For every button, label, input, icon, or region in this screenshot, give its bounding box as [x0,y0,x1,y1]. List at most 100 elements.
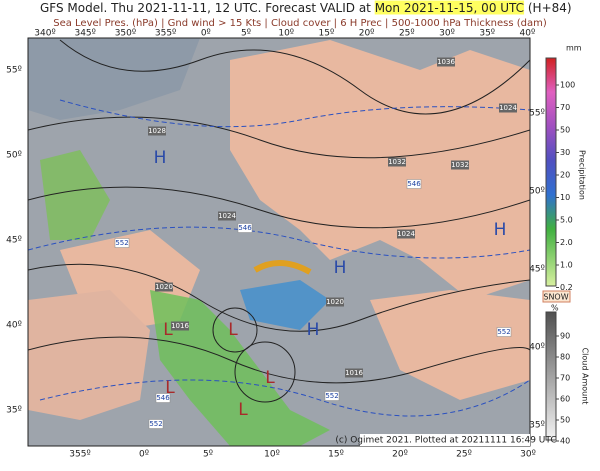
thickness-label-box [155,393,171,403]
credit: (c) Ogimet 2021. Plotted at 20211111 16:… [335,436,556,446]
snow-label: SNOW [543,293,568,302]
left-latitude: 45º [6,236,22,246]
title-valid: Mon 2021-11-15, 00 UTC [375,1,524,15]
precip-tick-label: 20 [560,171,570,180]
isobar-label: 1016 [171,322,189,330]
precip-tick-label: 5.0 [560,216,573,225]
top-longitude: 40º [520,29,536,39]
precip-title: Precipitation [578,150,587,200]
cloud-tick-label: 60 [560,395,570,404]
right-latitude: 50º [529,187,545,197]
snow-box [542,290,571,303]
cloud-tick-label: 80 [560,353,570,362]
isobar-label-box [388,157,406,167]
low-pressure: L [228,320,238,340]
cloud-tick-label: 90 [560,332,570,341]
thickness-label-box [148,419,164,429]
isobar-label-box [437,57,455,67]
thickness-label: 552 [325,392,338,400]
precip-tick-label: 50 [560,126,570,135]
isobar-label: 1032 [451,161,469,169]
thickness-label-box [406,179,422,189]
isobar-label-box [345,368,363,378]
isobar-label: 1024 [218,212,236,220]
top-longitude: 350º [115,29,136,39]
bottom-longitude: 25º [456,450,472,460]
cloud-title: Cloud Amount [581,348,590,405]
isobar-label-box [451,160,469,170]
top-longitude: 10º [278,29,294,39]
thickness-label: 546 [156,394,170,402]
precip-tick-label: 30 [560,148,570,157]
isobar-label: 1036 [437,58,455,66]
title-suffix: (H+84) [524,1,572,15]
top-longitude: 20º [359,29,375,39]
high-pressure: H [334,258,347,278]
top-longitude: 15º [319,29,335,39]
top-longitude: 345º [74,29,95,39]
cloud-colorbar [545,311,557,441]
precip-tick-label: 0.2 [560,283,573,292]
precip-colorbar [545,57,557,287]
map-frame [27,37,531,447]
isobar-label: 1024 [397,230,415,238]
credit-box [360,434,530,446]
high-pressure: H [494,220,507,240]
precip-tick-label: 70 [560,103,570,112]
precip-unit: mm [566,44,582,53]
bottom-longitude: 20º [392,450,408,460]
thickness-label: 552 [497,328,510,336]
left-latitude: 55º [6,66,22,76]
isobar-label: 1028 [148,127,166,135]
title: GFS Model. Thu 2021-11-11, 12 UTC. Forec… [40,1,572,15]
thickness-label-box [324,391,340,401]
precip-tick-label: 2.0 [560,238,573,247]
thickness-label: 552 [115,239,128,247]
isobar-label-box [326,297,344,307]
isobar-label-box [397,229,415,239]
precip-tick-label: 10 [560,193,570,202]
top-longitude: 5º [241,29,251,39]
isobar-label-box [155,282,173,292]
isobar-label-box [171,321,189,331]
thickness-label-box [237,223,253,233]
right-latitude: 45º [529,265,545,275]
map-background [28,38,530,446]
thickness-label: 552 [149,420,162,428]
low-pressure: L [165,378,175,398]
low-pressure: L [238,400,248,420]
title-prefix: GFS Model. Thu 2021-11-11, 12 UTC. Forec… [40,1,375,15]
top-longitude: 340º [34,29,55,39]
isobar-label-box [218,211,236,221]
cloud-unit: % [551,304,559,313]
left-latitude: 35º [6,406,22,416]
high-pressure: H [154,148,167,168]
bottom-longitude: 10º [264,450,280,460]
isobar-label: 1020 [326,298,344,306]
right-latitude: 35º [529,421,545,431]
isobar-label-box [148,126,166,136]
top-longitude: 30º [439,29,455,39]
bottom-longitude: 30º [520,450,536,460]
cloud-tick-label: 40 [560,437,570,446]
thickness-label: 546 [407,180,421,188]
cloud-tick-label: 70 [560,374,570,383]
bottom-longitude: 355º [69,450,90,460]
top-longitude: 355º [155,29,176,39]
cloud-tick-label: 50 [560,416,570,425]
thickness-label-box [114,238,130,248]
isobar-label: 1016 [345,369,363,377]
bottom-longitude: 15º [328,450,344,460]
left-latitude: 40º [6,321,22,331]
thickness-label-box [496,327,512,337]
left-latitude: 50º [6,151,22,161]
high-pressure: H [307,320,320,340]
bottom-longitude: 0º [139,450,149,460]
precip-tick-label: 100 [560,81,575,90]
right-latitude: 55º [529,109,545,119]
precip-tick-label: 1.0 [560,261,573,270]
isobar-label: 1020 [155,283,173,291]
bottom-longitude: 5º [203,450,213,460]
low-pressure: L [163,320,173,340]
